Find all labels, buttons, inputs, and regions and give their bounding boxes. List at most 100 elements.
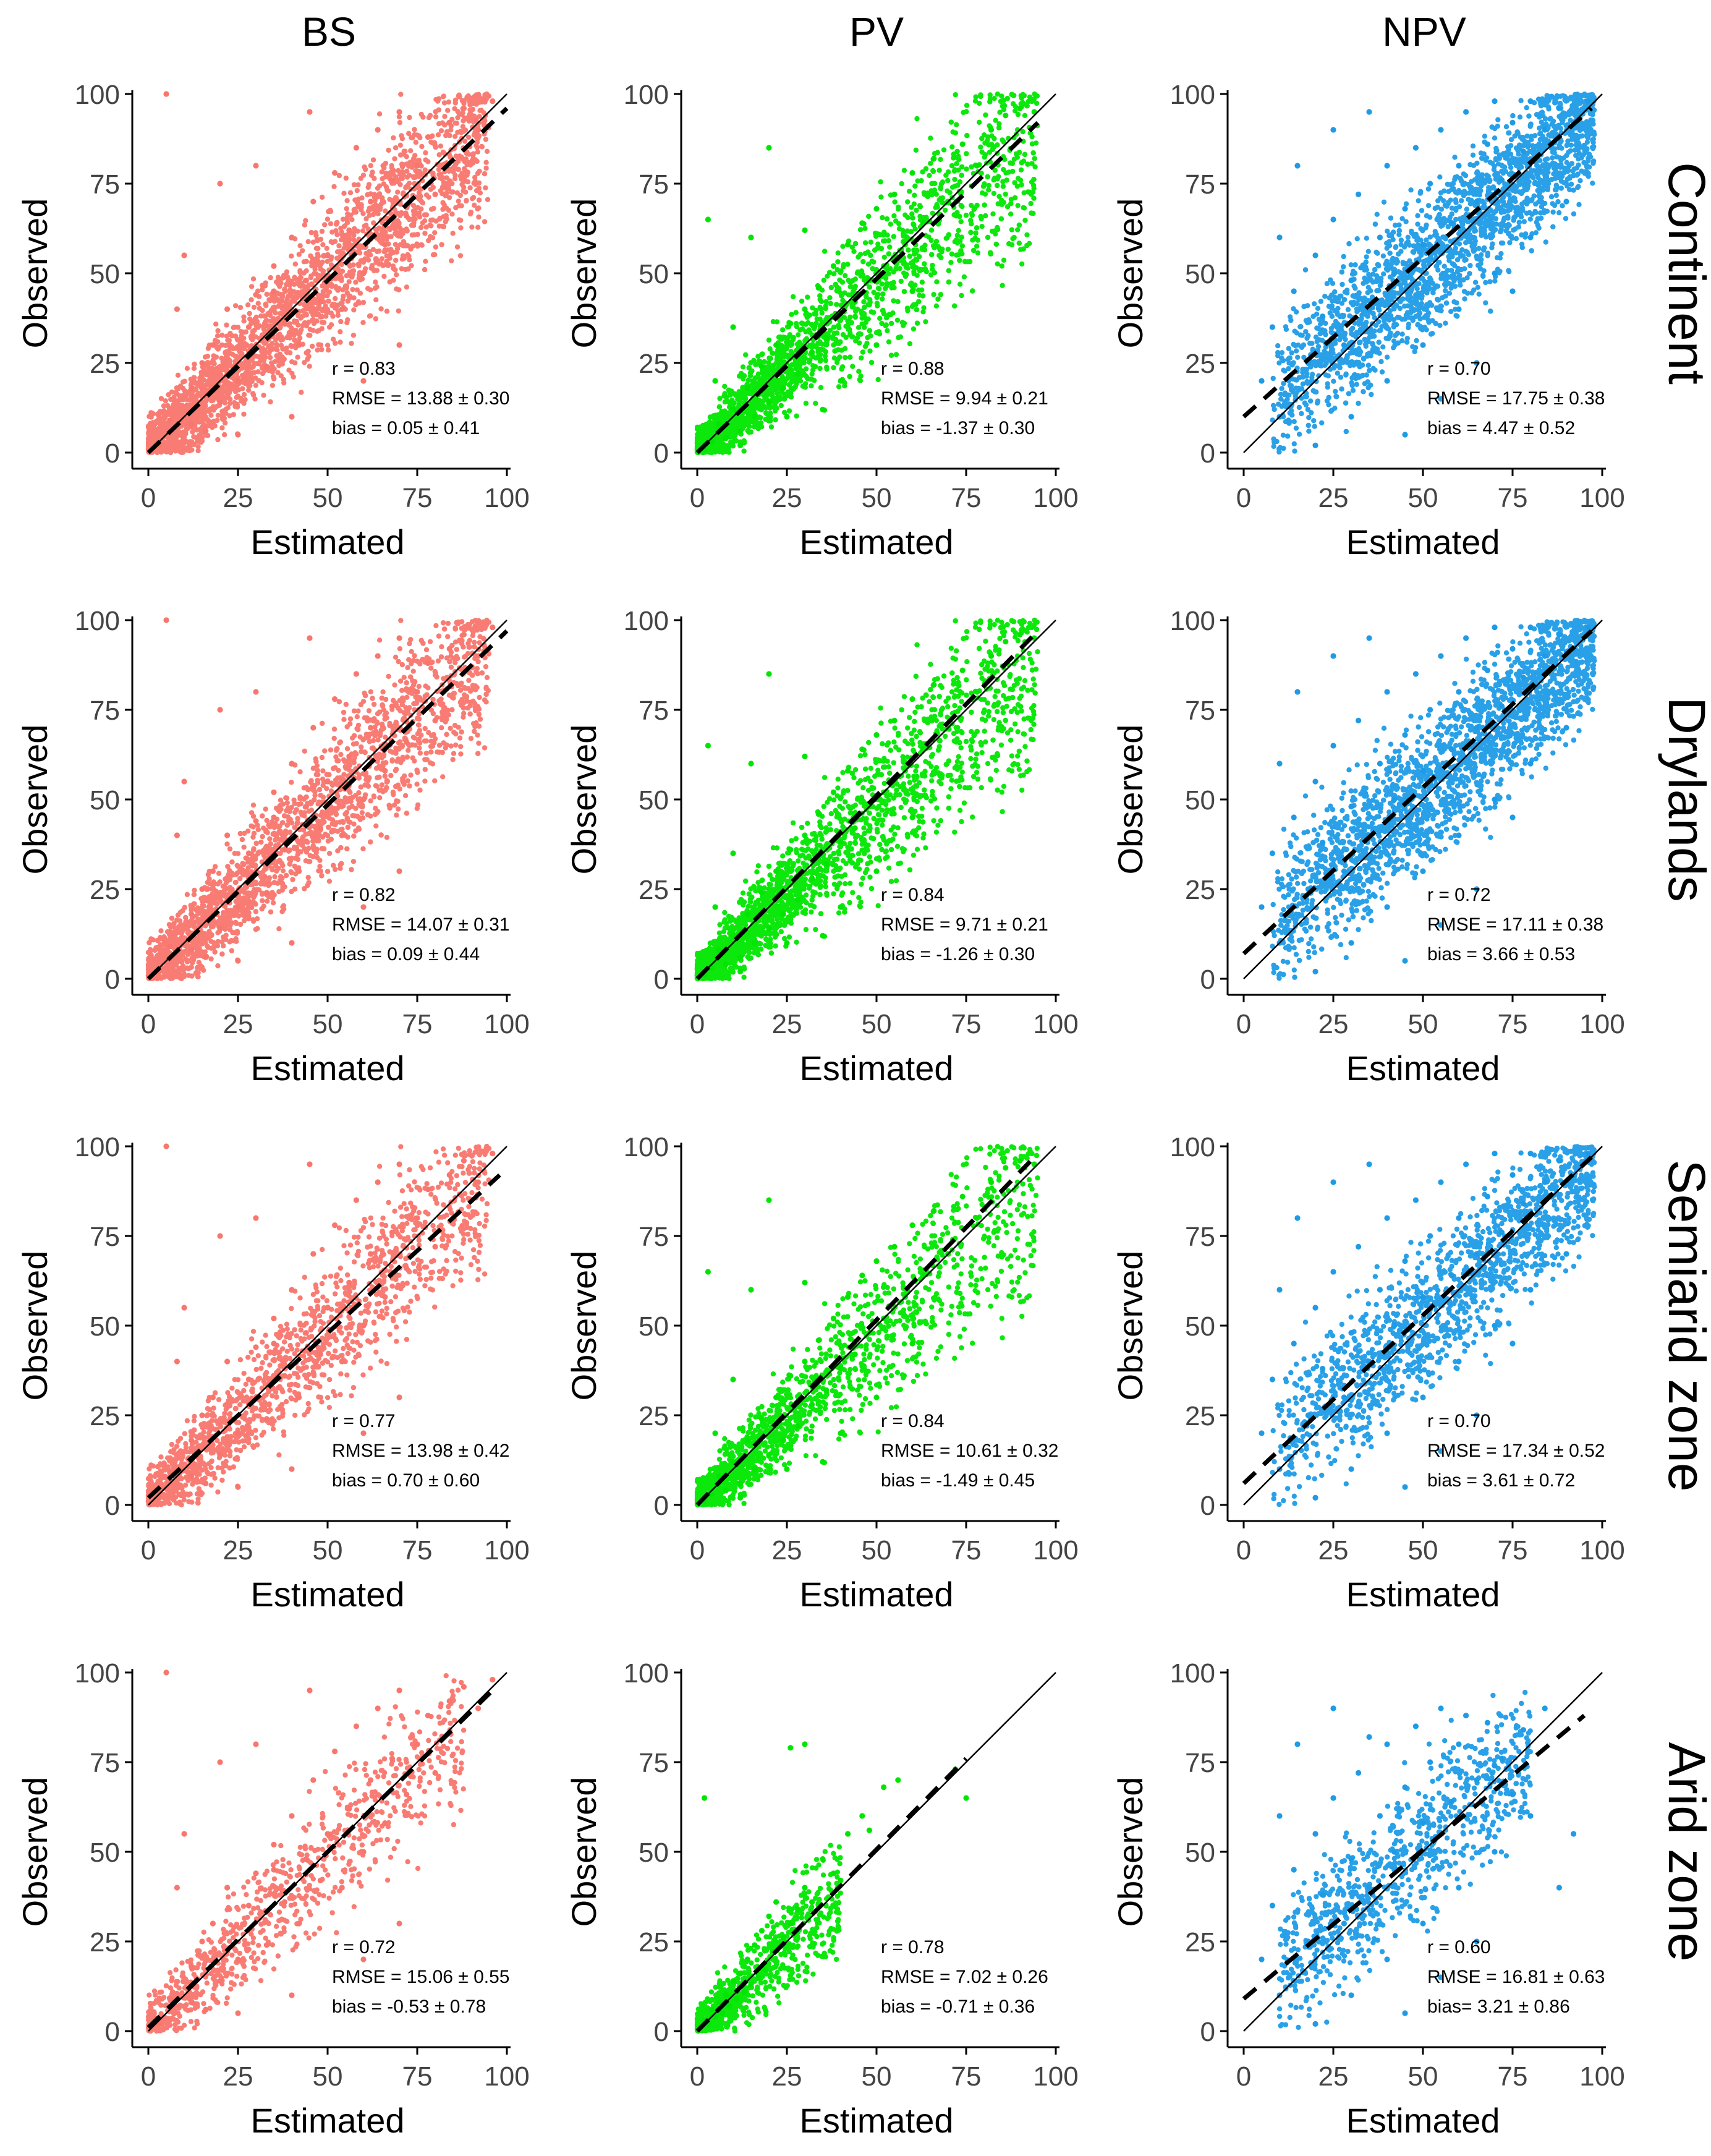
data-point	[336, 313, 341, 318]
data-point	[219, 425, 224, 430]
data-point	[977, 120, 982, 125]
data-point	[251, 393, 256, 398]
data-point	[205, 354, 210, 359]
data-point	[351, 232, 356, 237]
data-point	[279, 311, 284, 316]
data-point	[824, 342, 829, 347]
data-point	[1016, 203, 1021, 208]
data-point	[979, 224, 984, 229]
data-point	[319, 347, 324, 352]
data-point	[341, 191, 346, 196]
data-point	[823, 299, 828, 304]
data-point	[813, 401, 818, 406]
data-point	[304, 259, 309, 264]
data-point	[884, 322, 889, 327]
data-point	[408, 148, 413, 153]
data-point	[959, 203, 964, 208]
data-point	[883, 286, 888, 291]
data-point	[384, 254, 389, 258]
data-point	[320, 326, 325, 331]
data-point	[323, 288, 328, 293]
data-point	[459, 155, 464, 160]
data-point	[297, 243, 302, 248]
data-point	[475, 207, 480, 211]
data-point	[973, 95, 978, 100]
data-point	[412, 127, 417, 132]
data-point	[929, 252, 934, 257]
data-point	[306, 333, 311, 338]
data-point	[253, 163, 258, 168]
data-point	[266, 350, 271, 355]
y-tick-label: 25	[90, 349, 120, 379]
data-point	[1001, 184, 1006, 189]
data-point	[412, 216, 417, 221]
data-point	[271, 374, 276, 379]
data-point	[411, 175, 416, 180]
data-point	[358, 277, 363, 282]
data-point	[173, 442, 178, 447]
data-point	[221, 417, 226, 422]
data-point	[297, 252, 302, 257]
data-point	[264, 364, 270, 369]
data-point	[757, 414, 762, 419]
data-point	[911, 326, 916, 331]
data-point	[1029, 210, 1034, 215]
data-point	[341, 246, 346, 251]
data-point	[281, 377, 286, 382]
data-point	[197, 434, 202, 439]
data-point	[184, 393, 189, 398]
data-point	[227, 351, 232, 356]
data-point	[397, 120, 402, 125]
data-point	[246, 388, 251, 393]
data-point	[335, 249, 340, 254]
data-point	[253, 383, 258, 388]
data-point	[914, 307, 919, 312]
data-point	[347, 279, 352, 284]
data-point	[444, 206, 449, 211]
data-point	[467, 96, 472, 101]
data-point	[923, 166, 928, 171]
data-point	[974, 244, 979, 249]
data-point	[182, 445, 187, 450]
data-point	[261, 393, 266, 398]
data-point	[224, 306, 230, 312]
data-point	[412, 232, 417, 237]
data-point	[248, 297, 253, 302]
data-point	[209, 371, 214, 376]
data-point	[224, 381, 229, 386]
data-point	[905, 199, 910, 204]
data-point	[799, 299, 804, 304]
data-point	[292, 360, 297, 365]
data-point	[232, 404, 237, 409]
data-point	[404, 184, 409, 189]
data-point	[286, 279, 291, 284]
data-point	[902, 168, 907, 173]
data-point	[344, 176, 349, 181]
data-point	[222, 432, 227, 437]
data-point	[490, 98, 495, 104]
data-point	[235, 432, 240, 437]
data-point	[199, 360, 205, 365]
data-point	[818, 385, 823, 390]
data-point	[292, 318, 297, 323]
data-point	[946, 247, 951, 252]
data-point	[1030, 190, 1035, 195]
data-point	[817, 366, 822, 371]
data-point	[945, 178, 950, 183]
data-point	[219, 333, 224, 338]
data-point	[359, 258, 363, 263]
data-point	[433, 143, 438, 148]
data-point	[864, 341, 869, 346]
data-point	[773, 408, 778, 413]
data-point	[211, 398, 216, 403]
data-point	[200, 438, 205, 443]
data-point	[165, 403, 170, 408]
data-point	[176, 386, 180, 391]
data-point	[426, 195, 431, 200]
data-point	[224, 323, 229, 328]
data-point	[981, 184, 986, 189]
data-point	[254, 315, 259, 320]
data-point	[743, 352, 748, 357]
data-point	[953, 184, 957, 189]
data-point	[853, 284, 858, 289]
